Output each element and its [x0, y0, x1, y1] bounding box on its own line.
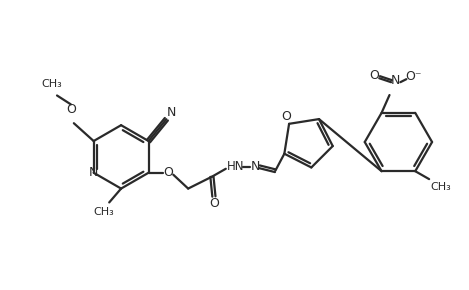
Text: HN: HN [227, 160, 244, 173]
Text: O: O [163, 166, 173, 179]
Text: CH₃: CH₃ [431, 182, 451, 192]
Text: CH₃: CH₃ [93, 207, 113, 217]
Text: O: O [66, 103, 76, 116]
Text: O: O [281, 110, 291, 123]
Text: N: N [89, 166, 98, 179]
Text: O: O [370, 69, 379, 82]
Text: O⁻: O⁻ [405, 70, 422, 83]
Text: N: N [391, 74, 400, 87]
Text: CH₃: CH₃ [42, 79, 62, 88]
Text: N: N [166, 106, 176, 119]
Text: N: N [251, 160, 260, 173]
Text: O: O [209, 197, 219, 210]
